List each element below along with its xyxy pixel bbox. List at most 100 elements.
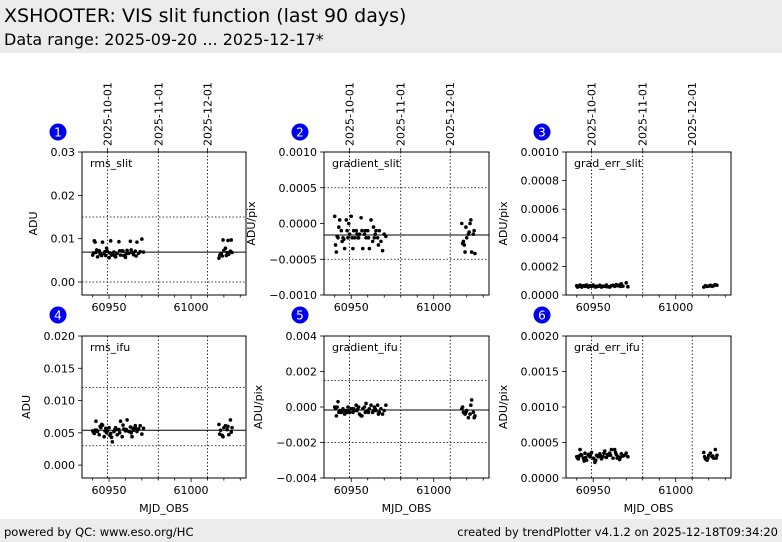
data-point xyxy=(584,283,588,288)
data-point xyxy=(462,243,467,247)
data-point xyxy=(362,232,367,237)
data-point xyxy=(602,451,606,455)
y-tick-label: 0.0000 xyxy=(279,218,318,231)
data-point xyxy=(98,252,102,256)
data-point xyxy=(464,410,468,415)
data-point xyxy=(100,240,105,244)
y-tick-label: 0.0010 xyxy=(521,401,560,414)
x-tick-label: 61000 xyxy=(174,484,209,497)
data-point xyxy=(102,434,106,439)
data-point xyxy=(136,427,141,431)
panel-label: gradient_slit xyxy=(332,157,401,170)
x-tick-label: 60950 xyxy=(576,484,611,497)
data-point xyxy=(364,401,368,406)
data-point xyxy=(130,434,134,439)
data-point xyxy=(592,457,596,461)
data-point xyxy=(463,250,467,254)
data-point xyxy=(605,452,610,457)
data-point xyxy=(354,228,358,233)
top-date-label: 2025-12-01 xyxy=(686,82,699,146)
data-point xyxy=(360,414,364,418)
data-point xyxy=(597,454,601,458)
data-point xyxy=(577,454,581,458)
data-point xyxy=(351,246,355,251)
data-point xyxy=(98,424,102,429)
x-tick-label: 61000 xyxy=(658,301,693,314)
data-point xyxy=(609,447,614,452)
data-points xyxy=(90,237,234,260)
data-point xyxy=(121,249,125,254)
panel-label: grad_err_ifu xyxy=(574,341,640,354)
data-point xyxy=(611,456,615,460)
data-point xyxy=(582,459,586,463)
data-point xyxy=(93,240,97,244)
data-point xyxy=(365,228,370,233)
y-tick-label: −0.0005 xyxy=(269,253,317,266)
x-tick-label: 60950 xyxy=(334,301,369,314)
data-point xyxy=(218,428,223,433)
data-point xyxy=(626,454,630,459)
data-point xyxy=(226,424,230,429)
data-point xyxy=(229,238,234,242)
data-point xyxy=(113,427,117,432)
data-point xyxy=(228,418,233,422)
data-point xyxy=(107,255,111,260)
x-tick-label: 60950 xyxy=(92,301,127,314)
panel-label: grad_err_slit xyxy=(574,157,643,170)
data-point xyxy=(108,251,112,255)
data-point xyxy=(626,284,630,289)
y-tick-label: −0.004 xyxy=(276,472,317,485)
panel-6: 0.0000 0.0005 0.0010 0.0015 0.0020 60950 61000… xyxy=(497,306,732,515)
data-point xyxy=(342,412,347,416)
panel-label: rms_ifu xyxy=(90,341,130,354)
data-point xyxy=(356,405,361,409)
data-point xyxy=(356,236,361,240)
data-point xyxy=(605,284,610,289)
data-point xyxy=(110,440,115,444)
y-tick-label: 0.0005 xyxy=(279,182,318,195)
data-point xyxy=(226,432,231,437)
data-point xyxy=(118,253,123,257)
data-point xyxy=(355,408,359,413)
data-point xyxy=(134,254,138,258)
data-point xyxy=(578,447,582,452)
y-tick-label: 0.000 xyxy=(44,459,76,472)
data-point xyxy=(357,232,362,237)
top-date-label: 2025-11-01 xyxy=(152,82,165,146)
data-point xyxy=(140,432,144,436)
data-point xyxy=(346,236,350,240)
data-point xyxy=(472,415,476,420)
x-tick-label: 60950 xyxy=(576,301,611,314)
panel-number-badge xyxy=(49,123,67,141)
data-points xyxy=(332,398,477,420)
data-point xyxy=(701,450,706,455)
y-axis-label: ADU xyxy=(27,211,40,235)
data-point xyxy=(135,240,139,244)
data-point xyxy=(138,249,143,254)
data-point xyxy=(715,283,719,288)
data-point xyxy=(618,284,623,289)
panel-number: 3 xyxy=(538,126,546,140)
y-tick-label: 0.0006 xyxy=(521,203,560,216)
data-point xyxy=(369,218,373,222)
data-point xyxy=(375,403,380,408)
data-points xyxy=(574,447,719,465)
data-point xyxy=(367,406,372,411)
data-point xyxy=(618,455,623,460)
data-point xyxy=(584,455,588,460)
data-point xyxy=(339,228,344,233)
data-point xyxy=(117,427,121,432)
data-point xyxy=(124,427,129,432)
data-point xyxy=(103,249,107,254)
data-point xyxy=(108,239,113,243)
y-tick-label: 0.015 xyxy=(44,362,76,375)
data-point xyxy=(125,418,129,422)
x-tick-label: 60950 xyxy=(334,484,369,497)
data-point xyxy=(373,232,377,237)
data-point xyxy=(224,253,229,258)
y-tick-label: 0.0002 xyxy=(521,260,560,273)
data-point xyxy=(469,403,473,408)
data-point xyxy=(340,408,344,413)
data-points xyxy=(574,281,719,289)
y-tick-label: 0.002 xyxy=(286,366,318,379)
